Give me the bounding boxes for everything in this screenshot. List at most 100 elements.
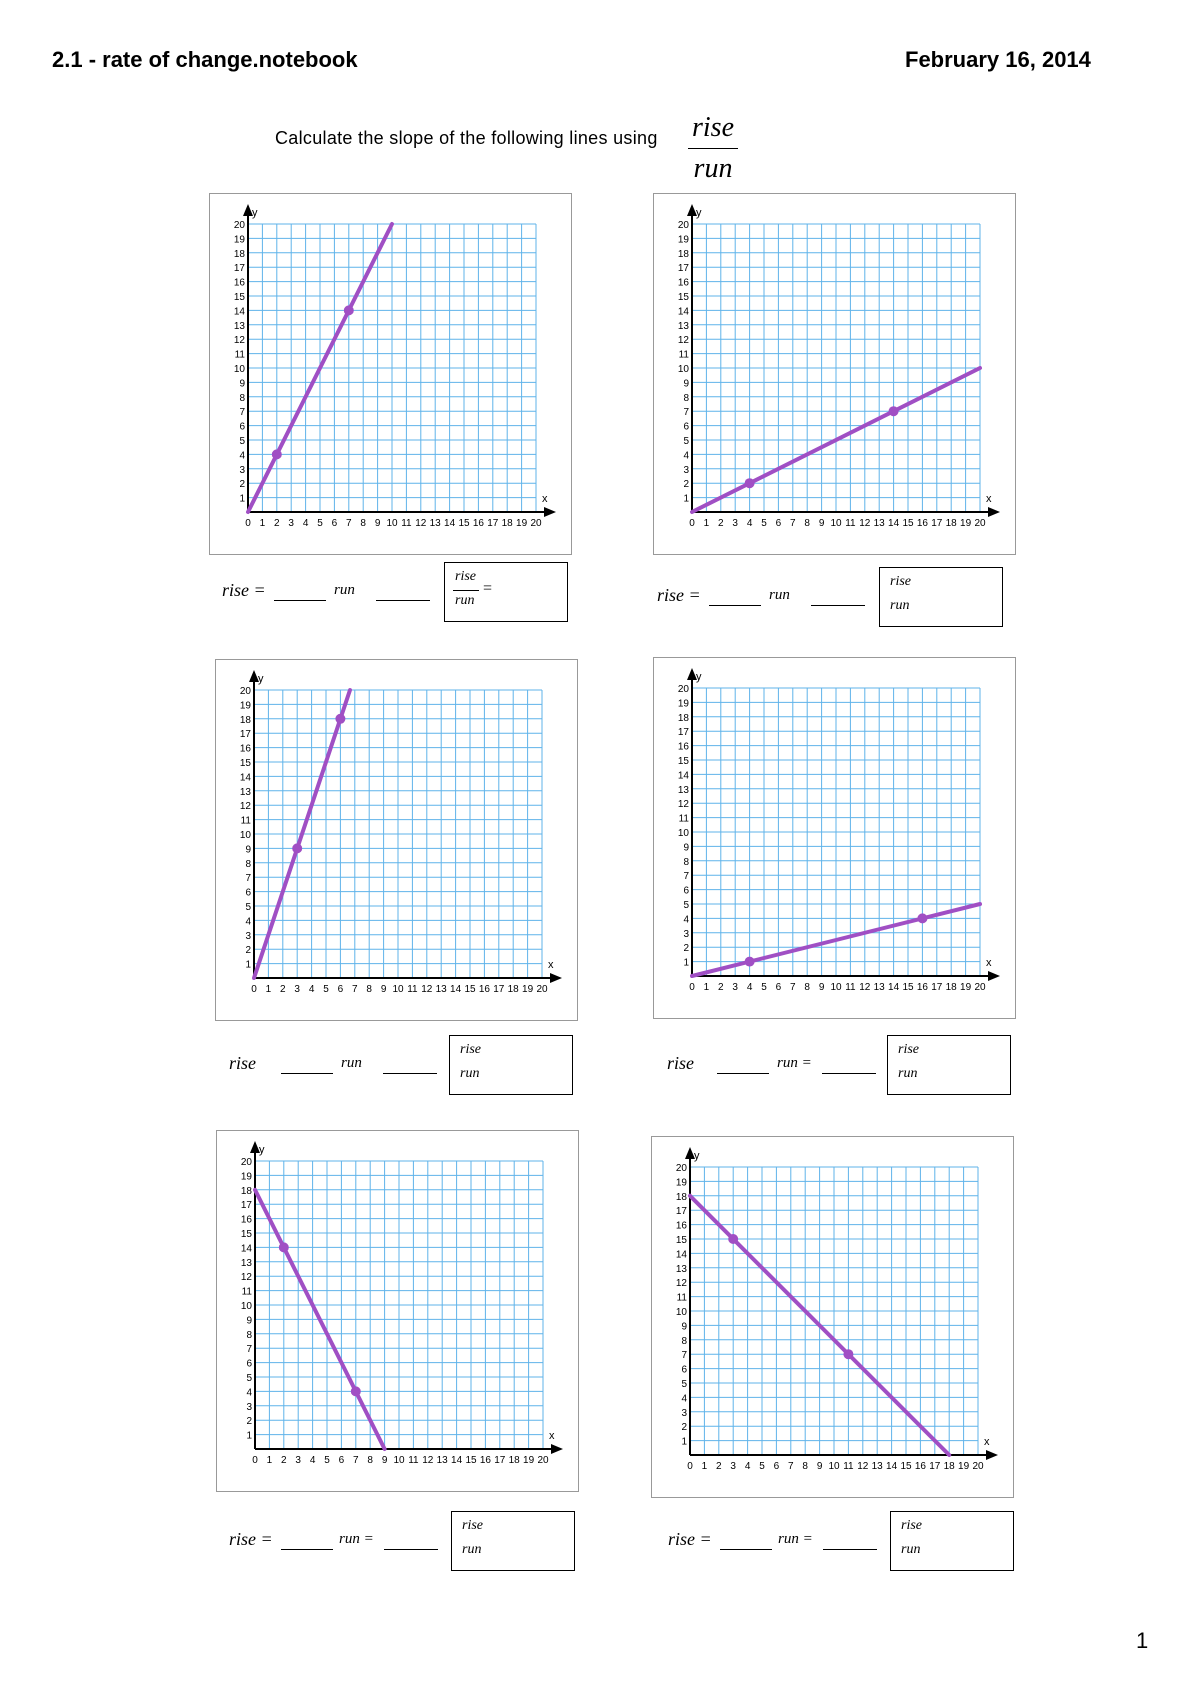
y-tick-label: 1: [245, 960, 251, 971]
answer-row-5: rise = run = rise run: [229, 1511, 575, 1571]
y-tick-label: 9: [683, 842, 689, 853]
y-tick-label: 7: [245, 873, 251, 884]
y-axis-arrow: [687, 668, 697, 680]
run-blank[interactable]: [823, 1549, 877, 1550]
y-tick-label: 13: [234, 321, 246, 332]
x-tick-label: 10: [393, 1455, 405, 1466]
y-tick-label: 3: [239, 465, 245, 476]
rise-blank[interactable]: [281, 1549, 333, 1550]
graph-box-4: 0 1 1 2 2 3 3 4 4 5 5 6 6 7 7 8 8 9 9 10 10 11 11 12 12 13 13 14 14 1…: [653, 657, 1016, 1019]
run-label: run: [769, 587, 790, 603]
graph-box-3: 0 1 1 2 2 3 3 4 4 5 5 6 6 7 7 8 8 9 9 10 10 11 11 12 12 13 13 14 14 1…: [215, 659, 578, 1021]
x-tick-label: 13: [436, 984, 448, 995]
plotted-point: [843, 1349, 854, 1360]
slope-answer-box[interactable]: rise run =: [444, 562, 568, 622]
y-axis-label: y: [696, 207, 702, 219]
y-tick-label: 5: [683, 900, 689, 911]
y-axis-label: y: [696, 671, 702, 683]
x-tick-label: 19: [960, 518, 972, 529]
x-tick-label: 15: [458, 518, 470, 529]
y-tick-label: 13: [241, 1258, 253, 1269]
y-tick-label: 14: [241, 1243, 253, 1254]
x-tick-label: 17: [494, 1455, 506, 1466]
x-tick-label: 8: [802, 1461, 808, 1472]
run-blank[interactable]: [822, 1073, 876, 1074]
y-axis-label: y: [694, 1150, 700, 1162]
plotted-line: [690, 902, 982, 978]
graph-2: 0 112233445566778899101011111212131314141…: [678, 204, 1000, 529]
x-tick-label: 0: [251, 984, 257, 995]
x-tick-label: 18: [946, 518, 958, 529]
x-tick-label: 14: [451, 1455, 463, 1466]
x-tick-label: 16: [917, 518, 929, 529]
x-tick-label: 10: [830, 518, 842, 529]
graph-4: 0 112233445566778899101011111212131314141…: [678, 668, 1000, 993]
x-tick-label: 4: [747, 518, 753, 529]
slope-answer-box[interactable]: rise run: [890, 1511, 1014, 1571]
y-tick-label: 8: [245, 859, 251, 870]
y-tick-label: 2: [239, 479, 245, 490]
x-axis-label: x: [542, 493, 548, 505]
rise-blank[interactable]: [281, 1073, 333, 1074]
y-tick-label: 19: [240, 700, 252, 711]
x-tick-label: 7: [346, 518, 352, 529]
plotted-point: [343, 305, 354, 316]
slope-answer-box[interactable]: rise run: [879, 567, 1003, 627]
x-tick-label: 6: [776, 982, 782, 993]
y-tick-label: 10: [240, 830, 252, 841]
y-tick-label: 8: [683, 857, 689, 868]
y-tick-label: 9: [683, 378, 689, 389]
x-tick-label: 2: [718, 982, 724, 993]
y-tick-label: 18: [241, 1186, 253, 1197]
rise-blank[interactable]: [274, 600, 326, 601]
x-tick-label: 5: [759, 1461, 765, 1472]
run-blank[interactable]: [383, 1073, 437, 1074]
x-tick-label: 17: [487, 518, 499, 529]
y-tick-label: 12: [240, 801, 252, 812]
x-axis-arrow: [550, 973, 562, 983]
y-tick-label: 6: [681, 1365, 687, 1376]
x-tick-label: 2: [280, 984, 286, 995]
rise-blank[interactable]: [709, 605, 761, 606]
rise-blank[interactable]: [720, 1549, 772, 1550]
x-tick-label: 9: [819, 982, 825, 993]
run-blank[interactable]: [376, 600, 430, 601]
x-tick-label: 5: [323, 984, 329, 995]
y-tick-label: 11: [679, 350, 690, 361]
answer-row-2: rise = run rise run: [657, 567, 1003, 627]
x-tick-label: 15: [464, 984, 476, 995]
y-tick-label: 8: [683, 393, 689, 404]
slope-answer-box[interactable]: rise run: [449, 1035, 573, 1095]
y-tick-label: 3: [683, 465, 689, 476]
y-tick-label: 15: [241, 1229, 253, 1240]
slope-frac-numerator: rise: [462, 1518, 483, 1533]
y-tick-label: 14: [678, 770, 690, 781]
y-axis-arrow: [687, 204, 697, 216]
x-tick-label: 5: [761, 518, 767, 529]
y-tick-label: 14: [240, 772, 252, 783]
x-tick-label: 14: [444, 518, 456, 529]
run-blank[interactable]: [384, 1549, 438, 1550]
x-tick-label: 7: [353, 1455, 359, 1466]
run-blank[interactable]: [811, 605, 865, 606]
slope-answer-box[interactable]: rise run: [887, 1035, 1011, 1095]
slope-frac-bar: [453, 590, 479, 591]
rise-blank[interactable]: [717, 1073, 769, 1074]
x-tick-label: 6: [339, 1455, 345, 1466]
x-tick-label: 13: [872, 1461, 884, 1472]
fraction-numerator: rise: [688, 108, 738, 149]
x-tick-label: 18: [946, 982, 958, 993]
notebook-title: 2.1 - rate of change.notebook: [52, 47, 358, 72]
y-tick-label: 3: [245, 931, 251, 942]
x-tick-label: 18: [509, 1455, 521, 1466]
y-tick-label: 18: [234, 249, 246, 260]
y-axis-arrow: [685, 1147, 695, 1159]
y-tick-label: 5: [246, 1373, 252, 1384]
slope-answer-box[interactable]: rise run: [451, 1511, 575, 1571]
x-tick-label: 20: [974, 518, 986, 529]
run-label: run: [334, 582, 355, 598]
y-tick-label: 14: [678, 306, 690, 317]
x-tick-label: 15: [902, 982, 914, 993]
x-tick-label: 12: [859, 518, 871, 529]
x-tick-label: 11: [401, 518, 412, 529]
